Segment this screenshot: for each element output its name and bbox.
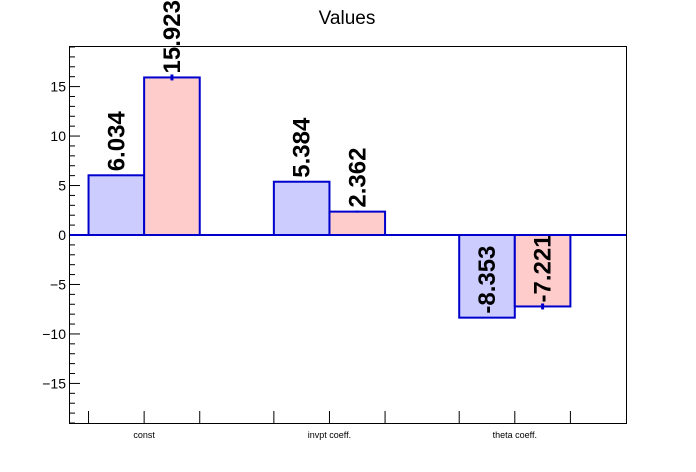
data-label: 5.384 — [289, 117, 316, 178]
bar-series2-0 — [143, 76, 201, 236]
data-label: 15.923 — [159, 0, 186, 73]
data-label: -8.353 — [474, 246, 501, 314]
data-label: 2.362 — [344, 148, 371, 208]
bar-series1-2 — [458, 234, 516, 319]
y-tick-label: −5 — [50, 276, 66, 292]
y-tick-label: −15 — [42, 375, 66, 391]
bar-series1-0 — [87, 174, 146, 236]
y-tick-label: −10 — [42, 326, 66, 342]
y-tick-label: 5 — [58, 178, 66, 194]
plot-frame — [69, 46, 627, 424]
chart-title: Values — [319, 8, 376, 29]
x-category-label: const — [133, 430, 155, 440]
y-tick-label: 15 — [50, 79, 66, 95]
data-label: -7.221 — [530, 234, 557, 302]
chart-marks: −15 −10 −5 0 5 10 15 6.034 5.384 -8.353 15.923 2.36… — [42, 0, 626, 440]
data-label: 6.034 — [103, 111, 130, 172]
bar-series2-1 — [328, 210, 387, 236]
y-tick-label: 10 — [50, 128, 66, 144]
x-category-label: theta coeff. — [493, 430, 537, 440]
x-category-label: invpt coeff. — [308, 430, 351, 440]
bar-series1-1 — [272, 180, 331, 236]
y-tick-label: 0 — [58, 227, 66, 243]
